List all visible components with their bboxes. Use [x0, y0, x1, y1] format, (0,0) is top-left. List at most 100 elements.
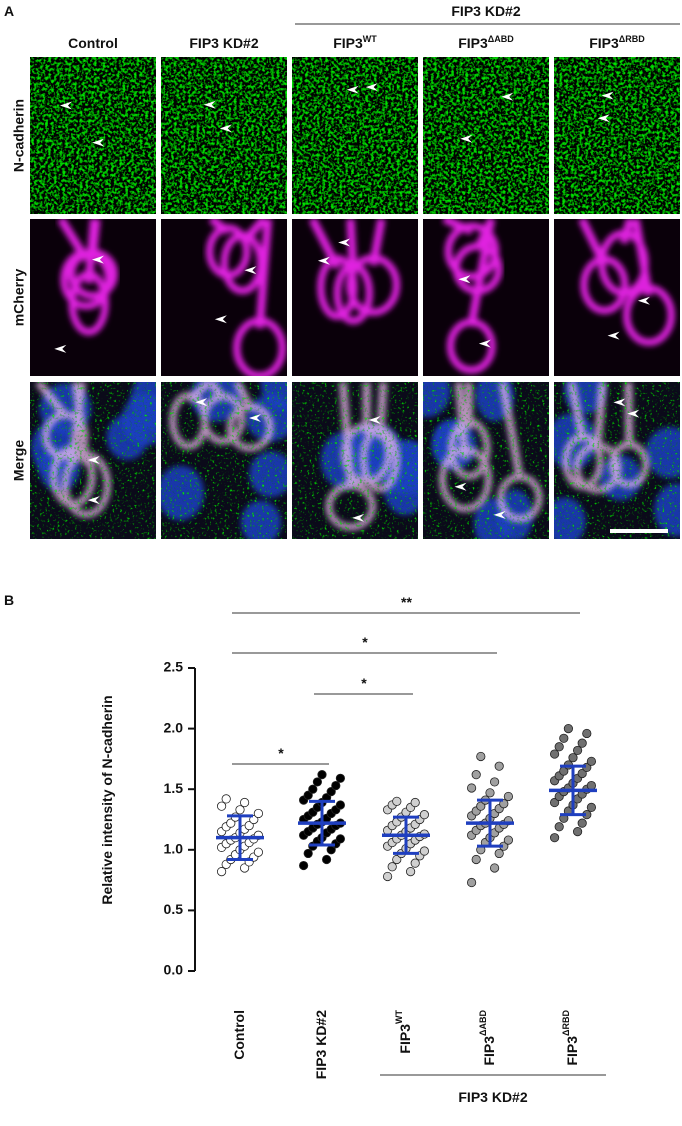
data-point	[476, 801, 486, 811]
data-point	[405, 867, 416, 877]
column-label: FIP3 KD#2	[189, 35, 258, 51]
data-point	[577, 818, 587, 828]
x-tick-label-base: Control	[231, 1010, 247, 1060]
data-point	[577, 738, 587, 748]
micrograph	[423, 382, 549, 539]
x-tick-label: FIP3WT	[394, 1010, 412, 1054]
y-tick-label: 2.0	[164, 719, 184, 735]
data-point	[298, 860, 309, 871]
significance-label: *	[362, 634, 368, 650]
data-point	[503, 791, 513, 802]
data-point	[563, 723, 574, 734]
group-label: FIP3 KD#2	[451, 3, 520, 19]
data-point	[549, 833, 560, 843]
data-point	[326, 787, 336, 797]
micrograph	[554, 382, 680, 539]
column-label: Control	[68, 35, 118, 51]
micrograph	[161, 57, 287, 214]
data-point	[240, 797, 250, 808]
x-tick-label-base: FIP3	[397, 1024, 413, 1054]
micrograph	[292, 57, 418, 214]
group-label: FIP3 KD#2	[458, 1089, 527, 1105]
data-point	[503, 835, 513, 845]
micrograph	[292, 382, 418, 539]
micrograph	[423, 219, 549, 376]
data-point	[559, 733, 569, 743]
data-point	[253, 847, 263, 857]
y-axis-label: Relative intensity of N-cadherin	[99, 695, 115, 904]
significance-label: *	[361, 675, 367, 691]
panel-label: A	[4, 3, 14, 19]
data-point	[253, 808, 263, 819]
y-tick-label: 2.5	[164, 659, 184, 675]
data-point	[226, 818, 236, 828]
data-point	[308, 784, 318, 794]
data-point	[244, 820, 254, 831]
data-point	[549, 797, 560, 808]
data-point	[217, 801, 227, 811]
micrograph	[423, 57, 549, 214]
data-point	[586, 780, 597, 791]
data-point	[317, 770, 327, 780]
column-label: FIP3ΔABD	[458, 34, 514, 51]
column-label: FIP3ΔRBD	[589, 34, 645, 51]
significance-label: **	[401, 594, 412, 610]
data-point	[471, 854, 481, 865]
data-point	[335, 800, 345, 810]
data-point	[466, 783, 477, 793]
column-label-base: FIP3	[458, 35, 488, 51]
data-point	[568, 753, 578, 763]
micrograph	[554, 57, 680, 214]
data-point	[489, 777, 500, 787]
micrograph	[30, 382, 156, 539]
x-tick-label: Control	[231, 1010, 247, 1060]
x-tick-label-base: FIP3	[481, 1036, 497, 1066]
data-point	[217, 867, 227, 877]
data-point	[303, 790, 313, 800]
y-tick-label: 0.0	[164, 962, 184, 978]
data-point	[554, 742, 564, 752]
data-point	[466, 877, 477, 888]
data-point	[303, 848, 313, 859]
data-point	[577, 768, 587, 779]
data-point	[419, 846, 429, 856]
micrograph	[161, 219, 287, 376]
x-tick-label-sup: ΔRBD	[561, 1010, 571, 1036]
data-point	[335, 834, 345, 844]
data-point	[572, 827, 583, 837]
x-tick-label-base: FIP3 KD#2	[313, 1010, 329, 1079]
data-point	[582, 728, 592, 739]
data-point	[335, 773, 345, 783]
data-point	[235, 805, 245, 815]
column-label-sup: WT	[363, 34, 377, 44]
data-point	[471, 770, 481, 780]
x-tick-label-base: FIP3	[564, 1036, 580, 1066]
column-label-sup: ΔABD	[488, 34, 514, 44]
column-label-sup: ΔRBD	[619, 34, 645, 44]
significance-label: *	[278, 745, 284, 761]
x-tick-label: FIP3 KD#2	[313, 1010, 329, 1079]
column-label: FIP3WT	[333, 34, 377, 51]
micrograph	[30, 219, 156, 376]
data-point	[221, 794, 231, 804]
data-point	[485, 788, 495, 798]
data-point	[249, 814, 259, 825]
data-point	[494, 848, 504, 859]
x-tick-label-sup: WT	[394, 1010, 404, 1024]
data-point	[392, 796, 402, 806]
panel-label: B	[4, 592, 14, 608]
scale-bar	[610, 529, 668, 533]
x-tick-label: FIP3ΔABD	[478, 1010, 496, 1066]
x-tick-label: FIP3ΔRBD	[561, 1010, 579, 1066]
data-point	[499, 799, 509, 809]
data-point	[410, 858, 420, 868]
y-tick-label: 1.5	[164, 780, 184, 796]
micrograph	[292, 219, 418, 376]
micrograph	[554, 219, 680, 376]
data-point	[476, 751, 486, 762]
data-point	[586, 756, 597, 766]
data-point	[572, 745, 583, 756]
column-label-base: FIP3 KD#2	[189, 35, 258, 51]
column-label-base: Control	[68, 35, 118, 51]
